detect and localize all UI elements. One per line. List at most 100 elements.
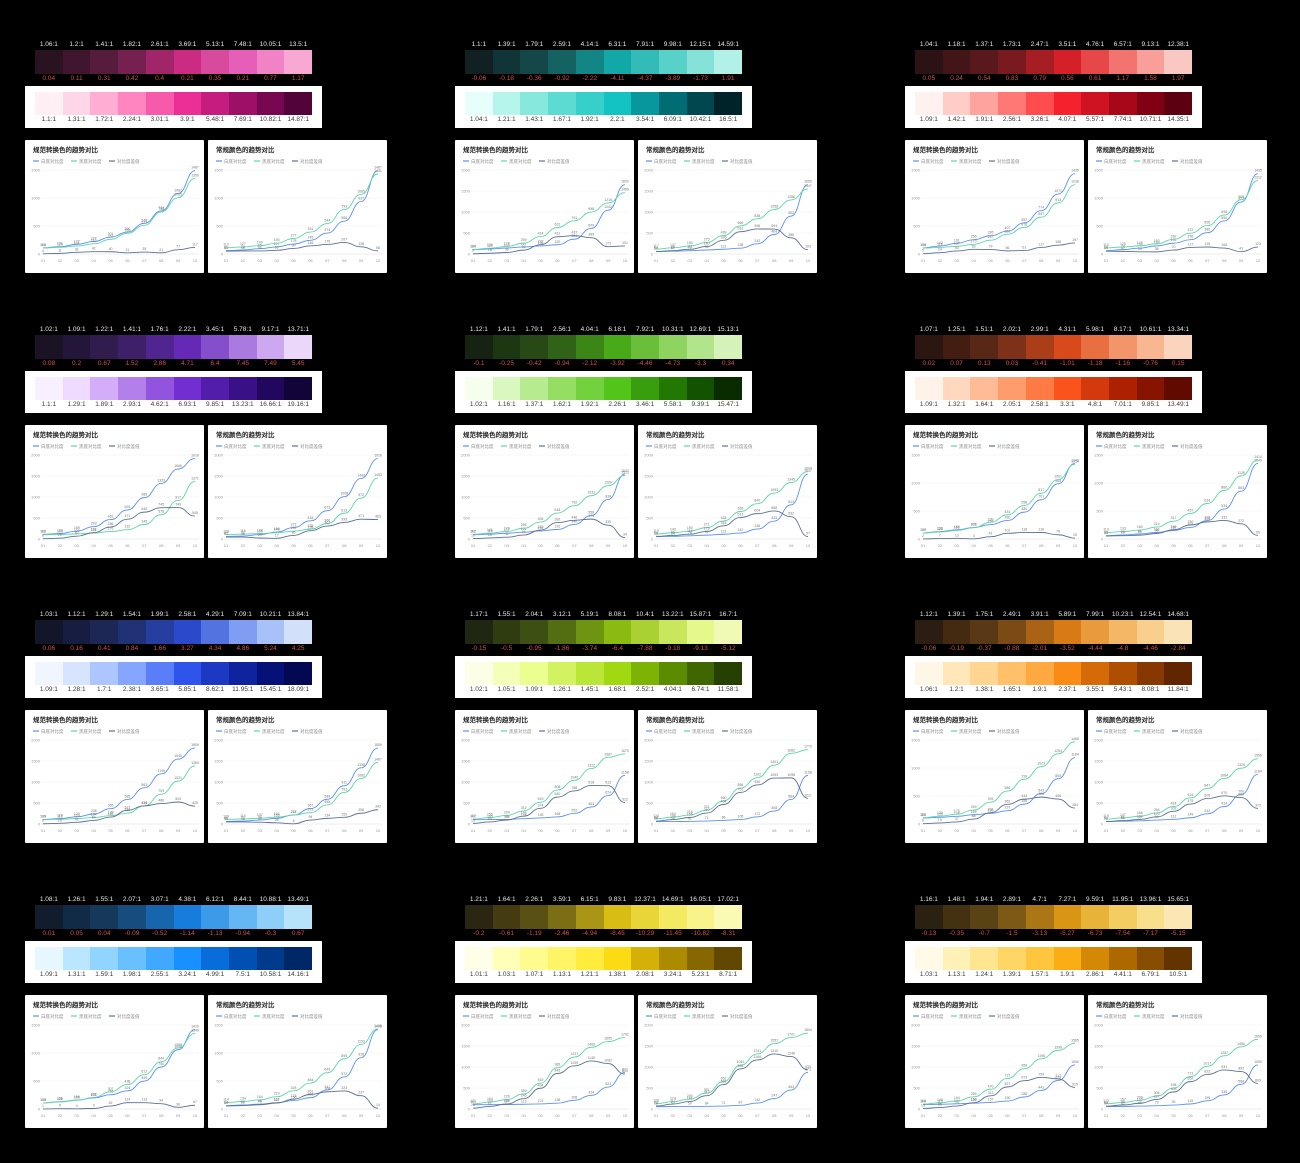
y-tick-label: 0 — [221, 1107, 224, 1112]
point-label: 35 — [142, 247, 146, 251]
contrast-ratio-label: 6.57:1 — [1113, 41, 1132, 48]
y-tick-label: 1500 — [214, 1023, 224, 1028]
contrast-ratio-label: 4.99:1 — [206, 971, 225, 978]
point-label: 652 — [721, 1077, 727, 1081]
point-label: 916 — [358, 1053, 364, 1057]
palette-swatch — [256, 947, 285, 970]
y-tick-label: 2000 — [461, 738, 471, 743]
point-label: 434 — [308, 516, 314, 520]
palette-swatch — [1136, 377, 1165, 400]
contrast-ratio-label: 1.07:1 — [919, 326, 938, 333]
delta-label: 0.67 — [291, 930, 305, 937]
point-label: 1310 — [770, 1049, 778, 1053]
contrast-ratio-label: 9.13:1 — [1141, 41, 1160, 48]
palette-swatch — [492, 335, 521, 359]
point-label: 146 — [308, 241, 314, 245]
point-label: 308 — [771, 806, 777, 810]
point-label: 104 — [470, 245, 476, 249]
palette-swatch — [145, 662, 174, 685]
contrast-ratio-label: 1.09:1 — [919, 401, 938, 408]
point-label: 138 — [738, 243, 744, 247]
point-label: 299 — [988, 517, 994, 521]
x-tick-label: 04 — [91, 1113, 96, 1118]
point-label: 164 — [487, 1097, 493, 1101]
y-tick-label: 0 — [38, 1107, 41, 1112]
y-tick-label: 0 — [918, 1107, 921, 1112]
dark-bg-ratio-row: 1.06:1 1.2:1 1.41:1 1.82:1 2.61:1 3.69:1 5.13:… — [25, 40, 322, 50]
x-tick-label: 02 — [671, 258, 676, 263]
x-tick-label: 01 — [921, 828, 926, 833]
point-label: 822 — [1204, 1069, 1210, 1073]
palette-swatch — [548, 92, 576, 115]
x-tick-label: 10 — [1256, 1113, 1261, 1118]
palette-swatch — [1081, 662, 1109, 685]
contrast-ratio-label: 1.68:1 — [608, 686, 627, 693]
contrast-ratio-label: 5.48:1 — [206, 116, 225, 123]
x-tick-label: 10 — [806, 543, 811, 548]
point-label: 199 — [308, 526, 314, 530]
delta-label: -1.18 — [1087, 360, 1103, 367]
point-label: 207 — [91, 1092, 97, 1096]
delta-label: 4.25 — [291, 645, 305, 652]
legend-label-0: 白底对比度 — [471, 443, 494, 450]
palette-swatch — [256, 620, 285, 644]
palette-swatch — [201, 947, 229, 970]
point-label: 754 — [1038, 1072, 1044, 1076]
trend-charts: 规范转换色的趋势对比 白底对比度 黑底对比度 对比度差值 0 500 1000 1500 200… — [25, 425, 387, 558]
y-tick-label: 1500 — [461, 189, 471, 194]
delta-label: -0.2 — [473, 930, 485, 937]
point-label: 65 — [1256, 530, 1260, 534]
series-line-0 — [42, 170, 196, 249]
point-label: 137 — [504, 528, 510, 532]
x-tick-label: 09 — [176, 258, 181, 263]
contrast-ratio-label: 1.41:1 — [497, 326, 516, 333]
contrast-ratio-label: 2.07:1 — [122, 896, 141, 903]
series-line-2 — [42, 801, 196, 825]
point-label: 369 — [125, 228, 131, 232]
series-line-2 — [42, 1102, 196, 1110]
trend-chart-spec: 规范转换色的趋势对比 白底对比度 黑底对比度 对比度差值 0 500 1000 1500 01 0… — [905, 710, 1084, 843]
series-line-1 — [42, 480, 196, 536]
contrast-ratio-label: 13.23:1 — [231, 401, 254, 408]
dark-palette-swatches — [25, 905, 322, 929]
x-tick-label: 08 — [1222, 258, 1227, 263]
point-label: 37 — [955, 817, 959, 821]
palette-swatch — [942, 947, 971, 970]
point-label: 407 — [1005, 226, 1011, 230]
point-label: 207 — [1188, 522, 1194, 526]
delta-label: 0.35 — [208, 75, 222, 82]
point-label: 158 — [1055, 240, 1061, 244]
palette-swatch — [228, 50, 257, 74]
x-tick-label: 10 — [1256, 828, 1261, 833]
x-tick-label: 06 — [738, 828, 743, 833]
point-label: 139 — [937, 811, 943, 815]
legend-label-0: 白底对比度 — [41, 728, 64, 735]
legend-label-0: 白底对比度 — [41, 1013, 64, 1020]
series-line-0 — [922, 757, 1076, 819]
point-label: 125 — [1204, 242, 1210, 246]
x-tick-label: 05 — [291, 258, 296, 263]
point-label: 1468 — [1071, 737, 1079, 741]
y-tick-label: 1500 — [911, 168, 921, 173]
point-label: 108 — [40, 1098, 46, 1102]
palette-swatch — [62, 92, 91, 115]
point-label: 1701 — [787, 1033, 795, 1037]
series-line-2 — [922, 242, 1076, 255]
point-label: 444 — [1021, 794, 1027, 798]
contrast-ratio-label: 1.17:1 — [469, 611, 488, 618]
contrast-ratio-label: 1.57:1 — [1030, 971, 1049, 978]
palette-swatch — [603, 620, 632, 644]
contrast-ratio-label: 1.1:1 — [41, 401, 57, 408]
point-label: 99 — [292, 243, 296, 247]
contrast-ratio-label: 2.24:1 — [122, 116, 141, 123]
point-label: 24 — [938, 248, 942, 252]
contrast-ratio-label: 11.95:1 — [1112, 896, 1134, 903]
contrast-ratio-label: 1.62:1 — [552, 401, 571, 408]
x-tick-label: 08 — [342, 1113, 347, 1118]
point-label: 114 — [125, 1098, 131, 1102]
y-tick-label: 0 — [221, 537, 224, 542]
point-label: 40 — [109, 247, 113, 251]
point-label: 531 — [738, 227, 744, 231]
